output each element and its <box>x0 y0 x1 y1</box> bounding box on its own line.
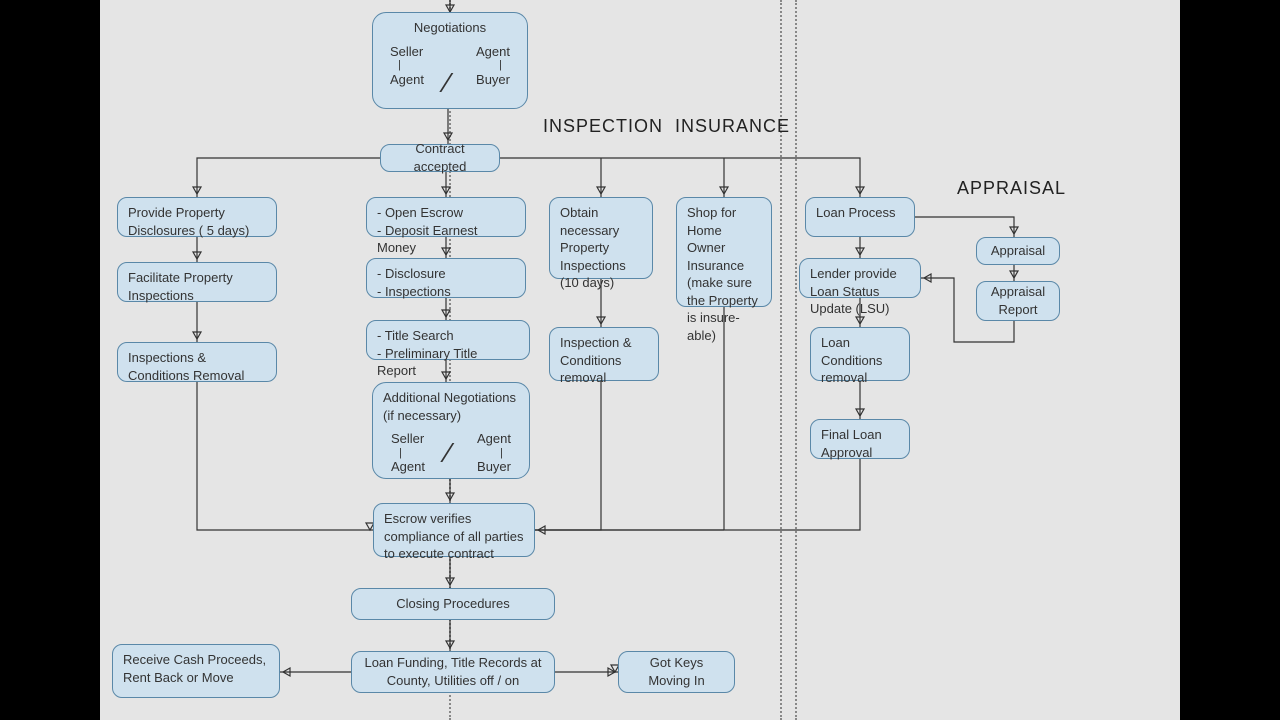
node-appraisal: Appraisal <box>976 237 1060 265</box>
node-title_search: - Title Search - Preliminary Title Repor… <box>366 320 530 360</box>
node-negotiations: NegotiationsSellerAgent||AgentBuyer⁄ <box>372 12 528 109</box>
node-got_keys: Got Keys Moving In <box>618 651 735 693</box>
node-loan_cond: Loan Conditions removal <box>810 327 910 381</box>
node-disclosures: Provide Property Disclosures ( 5 days) <box>117 197 277 237</box>
node-loan_funding: Loan Funding, Title Records at County, U… <box>351 651 555 693</box>
node-final_loan: Final Loan Approval <box>810 419 910 459</box>
divider-2 <box>780 0 782 720</box>
section-appraisal: APPRAISAL <box>957 178 1066 199</box>
node-appraisal_rpt: Appraisal Report <box>976 281 1060 321</box>
node-insp_cond: Inspection & Conditions removal <box>549 327 659 381</box>
node-escrow_verify: Escrow verifies compliance of all partie… <box>373 503 535 557</box>
divider-3 <box>795 0 797 720</box>
node-insp_removal: Inspections & Conditions Removal <box>117 342 277 382</box>
node-discl_insp: - Disclosure - Inspections <box>366 258 526 298</box>
flowchart-canvas: INSPECTION INSURANCE APPRAISAL Negotiati… <box>100 0 1180 720</box>
node-add_neg: Additional Negotiations (if necessary)Se… <box>372 382 530 479</box>
node-facilitate: Facilitate Property Inspections <box>117 262 277 302</box>
node-obtain_insp: Obtain necessary Property Inspections (1… <box>549 197 653 279</box>
section-inspection: INSPECTION <box>543 116 663 137</box>
node-shop_ins: Shop for Home Owner Insurance (make sure… <box>676 197 772 307</box>
section-insurance: INSURANCE <box>675 116 790 137</box>
node-lender_lsu: Lender provide Loan Status Update (LSU) <box>799 258 921 298</box>
node-contract: Contract accepted <box>380 144 500 172</box>
node-receive_cash: Receive Cash Proceeds, Rent Back or Move <box>112 644 280 698</box>
node-closing: Closing Procedures <box>351 588 555 620</box>
node-loan_process: Loan Process <box>805 197 915 237</box>
node-open_escrow: - Open Escrow - Deposit Earnest Money <box>366 197 526 237</box>
